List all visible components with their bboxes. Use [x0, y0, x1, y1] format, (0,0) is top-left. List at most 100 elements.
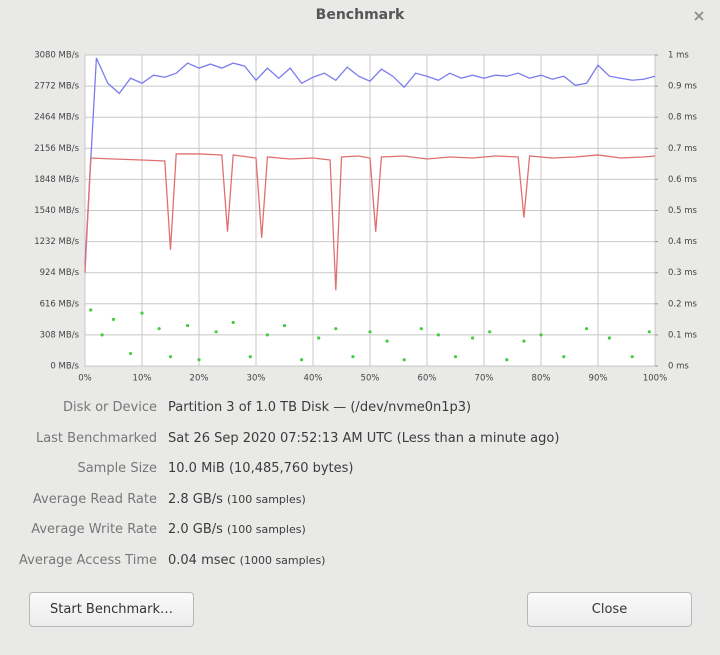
info-note: (100 samples): [226, 492, 306, 506]
access-point: [522, 339, 526, 343]
access-point: [351, 355, 355, 359]
x-tick-label: 60%: [418, 374, 437, 384]
access-point: [607, 336, 612, 340]
access-point: [368, 330, 372, 334]
x-tick-label: 50%: [361, 374, 380, 384]
access-point: [111, 317, 116, 321]
x-tick-label: 10%: [133, 374, 152, 384]
y-tick-label: 924 MB/s: [40, 268, 80, 278]
access-point: [317, 336, 321, 340]
x-tick-label: 40%: [304, 374, 323, 384]
x-tick-label: 30%: [247, 374, 266, 384]
info-value: 2.0 GB/s (100 samples): [168, 522, 306, 537]
info-value-text: Partition 3 of 1.0 TB Disk — (/dev/nvme0…: [168, 400, 472, 415]
info-value-text: 2.8 GB/s: [168, 491, 223, 507]
access-point: [100, 333, 104, 337]
access-point: [488, 330, 492, 334]
start-benchmark-button[interactable]: Start Benchmark…: [29, 592, 194, 627]
info-note: (100 samples): [226, 523, 306, 536]
x-tick-label: 90%: [589, 374, 608, 384]
info-row: Average Write Rate 2.0 GB/s (100 samples): [0, 522, 720, 542]
y2-tick-label: 0.8 ms: [668, 113, 697, 123]
info-row: Average Read Rate 2.8 GB/s (100 samples): [0, 492, 720, 512]
info-value-text: Sat 26 Sep 2020 07:52:13 AM UTC (Less th…: [168, 430, 560, 446]
access-point: [282, 323, 287, 328]
access-point: [248, 355, 252, 359]
close-icon[interactable]: [692, 9, 706, 23]
info-value-text: 0.04 msec: [168, 552, 236, 568]
access-point: [562, 355, 566, 359]
benchmark-chart: 0% 10% 20% 30% 40% 50% 60% 70% 80% 90% 100% 0 MB/s 3…: [34, 51, 697, 384]
y2-tick-label: 0.5 ms: [668, 206, 697, 216]
info-row: Disk or Device Partition 3 of 1.0 TB Disk…: [0, 400, 720, 420]
x-tick-label: 80%: [532, 374, 551, 384]
y-tick-label: 2772 MB/s: [34, 82, 79, 92]
info-row: Average Access Time 0.04 msec (1000 sample…: [0, 553, 720, 573]
access-point: [471, 336, 475, 340]
info-label: Average Access Time: [19, 552, 157, 568]
y-tick-label: 2464 MB/s: [34, 113, 79, 123]
access-point: [89, 308, 93, 312]
access-point: [140, 311, 144, 315]
access-point: [168, 355, 173, 359]
close-button[interactable]: Close: [527, 592, 692, 627]
info-value: 10.0 MiB (10,485,760 bytes): [168, 461, 353, 476]
y2-tick-label: 1 ms: [668, 51, 689, 61]
y2-tick-label: 0 ms: [668, 362, 689, 372]
y-tick-label: 308 MB/s: [40, 330, 80, 340]
info-row: Sample Size 10.0 MiB (10,485,760 bytes): [0, 461, 720, 481]
access-point: [402, 358, 406, 362]
y-tick-label: 1848 MB/s: [34, 175, 79, 185]
access-point: [197, 358, 201, 362]
x-tick-label: 0%: [78, 374, 92, 384]
access-point: [214, 330, 218, 334]
access-point: [300, 358, 304, 362]
series-line: [84, 153, 656, 291]
access-point: [129, 351, 133, 356]
access-point: [419, 327, 423, 331]
y-tick-label: 1232 MB/s: [34, 237, 79, 247]
y-tick-label: 0 MB/s: [50, 362, 79, 372]
access-point: [505, 358, 509, 362]
y2-tick-label: 0.3 ms: [668, 268, 697, 278]
series-line: [84, 57, 656, 266]
access-point: [453, 355, 458, 359]
y-tick-label: 616 MB/s: [40, 299, 80, 309]
info-value: 2.8 GB/s (100 samples): [168, 492, 306, 507]
info-label: Average Write Rate: [31, 522, 157, 537]
access-point: [334, 327, 338, 331]
info-label: Last Benchmarked: [35, 430, 157, 446]
y-tick-label: 3080 MB/s: [34, 51, 79, 61]
y-tick-label: 1540 MB/s: [34, 206, 79, 216]
access-point: [186, 323, 190, 328]
access-point: [231, 320, 235, 325]
info-value: 0.04 msec (1000 samples): [168, 553, 325, 568]
x-tick-label: 20%: [190, 374, 209, 384]
info-label: Disk or Device: [63, 400, 157, 415]
access-point: [157, 327, 161, 331]
y2-tick-label: 0.2 ms: [668, 299, 697, 309]
y2-tick-label: 0.9 ms: [668, 82, 697, 92]
info-value-text: 10.0 MiB (10,485,760 bytes): [168, 461, 354, 476]
access-point: [647, 330, 651, 334]
info-value: Sat 26 Sep 2020 07:52:13 AM UTC (Less th…: [168, 431, 559, 446]
access-point: [539, 333, 543, 337]
y-tick-label: 2156 MB/s: [34, 144, 79, 154]
access-point: [630, 355, 634, 359]
y2-tick-label: 0.6 ms: [668, 175, 697, 185]
info-row: Last Benchmarked Sat 26 Sep 2020 07:52:13…: [0, 431, 720, 451]
info-note: (1000 samples): [239, 553, 326, 567]
window-title: Benchmark: [315, 7, 405, 23]
info-value-text: 2.0 GB/s: [168, 522, 223, 537]
y2-tick-label: 0.1 ms: [668, 330, 697, 340]
x-tick-label: 100%: [643, 374, 667, 384]
info-label: Average Read Rate: [32, 491, 157, 507]
y2-tick-label: 0.4 ms: [668, 237, 697, 247]
info-label: Sample Size: [77, 461, 157, 476]
info-value: Partition 3 of 1.0 TB Disk — (/dev/nvme0…: [168, 400, 471, 415]
y2-tick-label: 0.7 ms: [668, 144, 697, 154]
access-point: [385, 339, 389, 343]
access-point: [585, 327, 589, 331]
x-tick-label: 70%: [475, 374, 494, 384]
